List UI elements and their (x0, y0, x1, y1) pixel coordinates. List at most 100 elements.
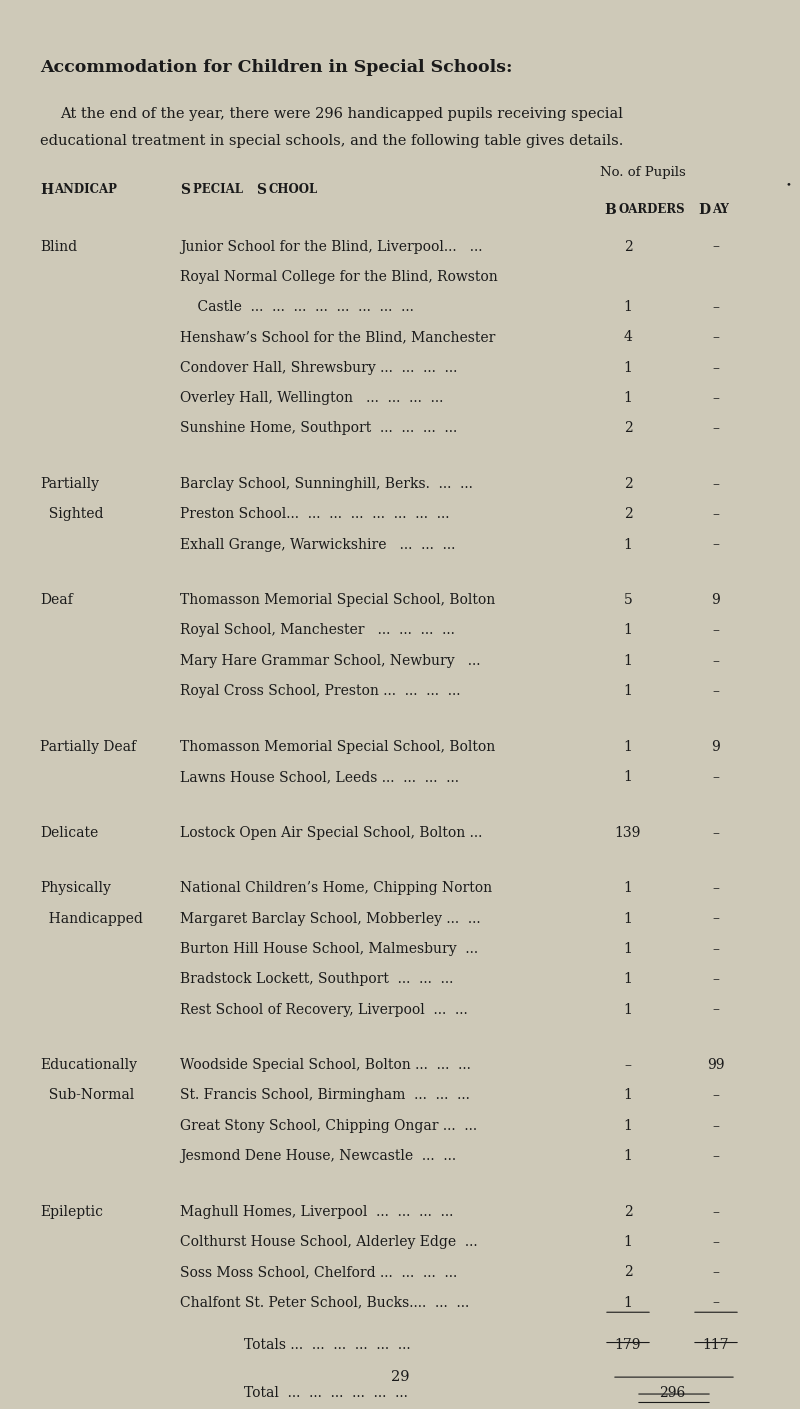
Text: Educationally: Educationally (40, 1058, 137, 1072)
Text: 1: 1 (623, 1234, 633, 1248)
Text: 4: 4 (623, 330, 633, 344)
Text: 2: 2 (624, 1205, 632, 1219)
Text: 1: 1 (623, 390, 633, 404)
Text: 1: 1 (623, 740, 633, 754)
Text: 296: 296 (659, 1386, 685, 1401)
Text: Royal Normal College for the Blind, Rowston: Royal Normal College for the Blind, Rows… (180, 269, 498, 283)
Text: –: – (713, 421, 719, 435)
Text: 1: 1 (623, 912, 633, 926)
Text: –: – (713, 361, 719, 375)
Text: –: – (713, 769, 719, 783)
Text: –: – (713, 476, 719, 490)
Text: 1: 1 (623, 683, 633, 697)
Text: Maghull Homes, Liverpool  ...  ...  ...  ...: Maghull Homes, Liverpool ... ... ... ... (180, 1205, 454, 1219)
Text: Colthurst House School, Alderley Edge  ...: Colthurst House School, Alderley Edge ..… (180, 1234, 478, 1248)
Text: 1: 1 (623, 1148, 633, 1162)
Text: H: H (40, 183, 53, 197)
Text: 1: 1 (623, 300, 633, 314)
Text: D: D (698, 203, 710, 217)
Text: Woodside Special School, Bolton ...  ...  ...: Woodside Special School, Bolton ... ... … (180, 1058, 471, 1072)
Text: No. of Pupils: No. of Pupils (600, 166, 686, 179)
Text: OARDERS: OARDERS (618, 203, 685, 216)
Text: 99: 99 (707, 1058, 725, 1072)
Text: B: B (604, 203, 616, 217)
Text: –: – (713, 826, 719, 840)
Text: 2: 2 (624, 240, 632, 254)
Text: 9: 9 (712, 593, 720, 607)
Text: Totals ...  ...  ...  ...  ...  ...: Totals ... ... ... ... ... ... (244, 1339, 410, 1353)
Text: Handicapped: Handicapped (40, 912, 143, 926)
Text: Lawns House School, Leeds ...  ...  ...  ...: Lawns House School, Leeds ... ... ... ..… (180, 769, 459, 783)
Text: –: – (713, 941, 719, 955)
Text: Bradstock Lockett, Southport  ...  ...  ...: Bradstock Lockett, Southport ... ... ... (180, 972, 454, 986)
Text: Preston School...  ...  ...  ...  ...  ...  ...  ...: Preston School... ... ... ... ... ... ..… (180, 507, 450, 521)
Text: –: – (713, 654, 719, 668)
Text: Henshaw’s School for the Blind, Manchester: Henshaw’s School for the Blind, Manchest… (180, 330, 495, 344)
Text: 117: 117 (702, 1339, 730, 1353)
Text: 1: 1 (623, 1002, 633, 1016)
Text: 1: 1 (623, 1295, 633, 1309)
Text: CHOOL: CHOOL (269, 183, 318, 196)
Text: –: – (713, 1002, 719, 1016)
Text: Royal School, Manchester   ...  ...  ...  ...: Royal School, Manchester ... ... ... ... (180, 623, 455, 637)
Text: –: – (713, 330, 719, 344)
Text: Exhall Grange, Warwickshire   ...  ...  ...: Exhall Grange, Warwickshire ... ... ... (180, 537, 455, 551)
Text: Overley Hall, Wellington   ...  ...  ...  ...: Overley Hall, Wellington ... ... ... ... (180, 390, 443, 404)
Text: Thomasson Memorial Special School, Bolton: Thomasson Memorial Special School, Bolto… (180, 593, 495, 607)
Text: ANDICAP: ANDICAP (54, 183, 118, 196)
Text: –: – (713, 912, 719, 926)
Text: Condover Hall, Shrewsbury ...  ...  ...  ...: Condover Hall, Shrewsbury ... ... ... ..… (180, 361, 458, 375)
Text: educational treatment in special schools, and the following table gives details.: educational treatment in special schools… (40, 134, 623, 148)
Text: –: – (713, 240, 719, 254)
Text: Deaf: Deaf (40, 593, 73, 607)
Text: –: – (713, 1234, 719, 1248)
Text: S: S (256, 183, 266, 197)
Text: –: – (625, 1058, 631, 1072)
Text: Accommodation for Children in Special Schools:: Accommodation for Children in Special Sc… (40, 59, 513, 76)
Text: –: – (713, 507, 719, 521)
Text: Sighted: Sighted (40, 507, 103, 521)
Text: 139: 139 (615, 826, 641, 840)
Text: 179: 179 (614, 1339, 642, 1353)
Text: 1: 1 (623, 769, 633, 783)
Text: 1: 1 (623, 537, 633, 551)
Text: 1: 1 (623, 941, 633, 955)
Text: 1: 1 (623, 881, 633, 895)
Text: 2: 2 (624, 1265, 632, 1279)
Text: 29: 29 (390, 1370, 410, 1384)
Text: AY: AY (712, 203, 729, 216)
Text: S: S (180, 183, 190, 197)
Text: 9: 9 (712, 740, 720, 754)
Text: Total  ...  ...  ...  ...  ...  ...: Total ... ... ... ... ... ... (244, 1386, 408, 1401)
Text: Jesmond Dene House, Newcastle  ...  ...: Jesmond Dene House, Newcastle ... ... (180, 1148, 456, 1162)
Text: Sunshine Home, Southport  ...  ...  ...  ...: Sunshine Home, Southport ... ... ... ... (180, 421, 458, 435)
Text: Blind: Blind (40, 240, 77, 254)
Text: Burton Hill House School, Malmesbury  ...: Burton Hill House School, Malmesbury ... (180, 941, 478, 955)
Text: Soss Moss School, Chelford ...  ...  ...  ...: Soss Moss School, Chelford ... ... ... .… (180, 1265, 458, 1279)
Text: Lostock Open Air Special School, Bolton ...: Lostock Open Air Special School, Bolton … (180, 826, 482, 840)
Text: Partially Deaf: Partially Deaf (40, 740, 136, 754)
Text: Great Stony School, Chipping Ongar ...  ...: Great Stony School, Chipping Ongar ... .… (180, 1119, 477, 1133)
Text: –: – (713, 1295, 719, 1309)
Text: At the end of the year, there were 296 handicapped pupils receiving special: At the end of the year, there were 296 h… (60, 107, 623, 121)
Text: 2: 2 (624, 476, 632, 490)
Text: National Children’s Home, Chipping Norton: National Children’s Home, Chipping Norto… (180, 881, 492, 895)
Text: –: – (713, 1088, 719, 1102)
Text: –: – (713, 1148, 719, 1162)
Text: 1: 1 (623, 654, 633, 668)
Text: Junior School for the Blind, Liverpool...   ...: Junior School for the Blind, Liverpool..… (180, 240, 482, 254)
Text: 5: 5 (624, 593, 632, 607)
Text: –: – (713, 390, 719, 404)
Text: –: – (713, 1265, 719, 1279)
Text: Mary Hare Grammar School, Newbury   ...: Mary Hare Grammar School, Newbury ... (180, 654, 481, 668)
Text: 1: 1 (623, 361, 633, 375)
Text: Rest School of Recovery, Liverpool  ...  ...: Rest School of Recovery, Liverpool ... .… (180, 1002, 468, 1016)
Text: •: • (785, 180, 791, 189)
Text: 1: 1 (623, 623, 633, 637)
Text: –: – (713, 972, 719, 986)
Text: 2: 2 (624, 507, 632, 521)
Text: PECIAL: PECIAL (193, 183, 251, 196)
Text: Sub-Normal: Sub-Normal (40, 1088, 134, 1102)
Text: Thomasson Memorial Special School, Bolton: Thomasson Memorial Special School, Bolto… (180, 740, 495, 754)
Text: –: – (713, 1119, 719, 1133)
